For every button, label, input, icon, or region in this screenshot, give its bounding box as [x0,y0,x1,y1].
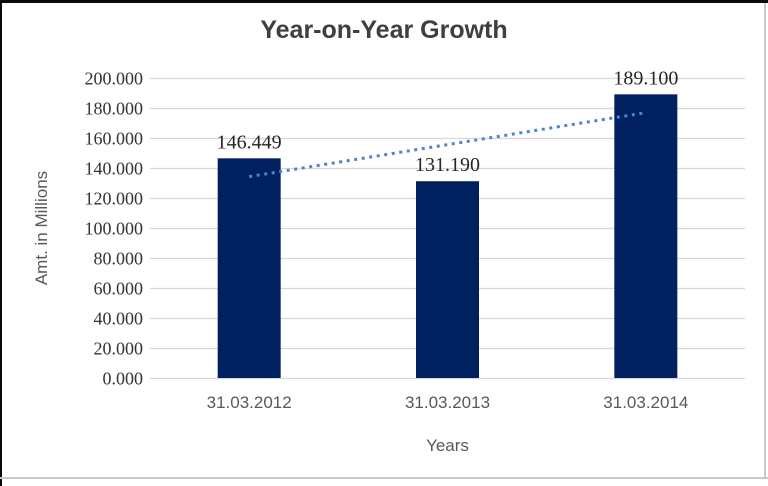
bar [416,181,479,378]
bar-data-label: 131.190 [415,154,480,176]
frame-border-bottom [0,477,768,479]
x-category-label: 31.03.2014 [603,393,688,412]
y-tick-label: 20.000 [94,339,144,359]
trendline [248,111,647,179]
y-tick-label: 40.000 [94,309,144,329]
x-category-label: 31.03.2012 [207,393,292,412]
y-tick-label: 200.000 [85,69,144,89]
frame-border-top [0,0,768,3]
x-axis-title: Years [426,436,469,455]
bar-data-label: 189.100 [613,67,678,89]
chart-title: Year-on-Year Growth [260,16,508,44]
y-tick-label: 180.000 [85,99,144,119]
frame-border-right [764,3,766,478]
y-tick-label: 120.000 [85,189,144,209]
frame-border-left [0,0,2,486]
y-tick-label: 80.000 [94,249,144,269]
bar [614,94,678,378]
x-category-label: 31.03.2013 [405,393,490,412]
bar [217,158,281,378]
y-tick-label: 140.000 [85,159,144,179]
bar-data-label: 146.449 [217,131,282,153]
y-tick-label: 160.000 [85,129,144,149]
y-tick-label: 0.000 [103,369,144,389]
y-tick-label: 100.000 [85,219,144,239]
y-tick-label: 60.000 [94,279,144,299]
